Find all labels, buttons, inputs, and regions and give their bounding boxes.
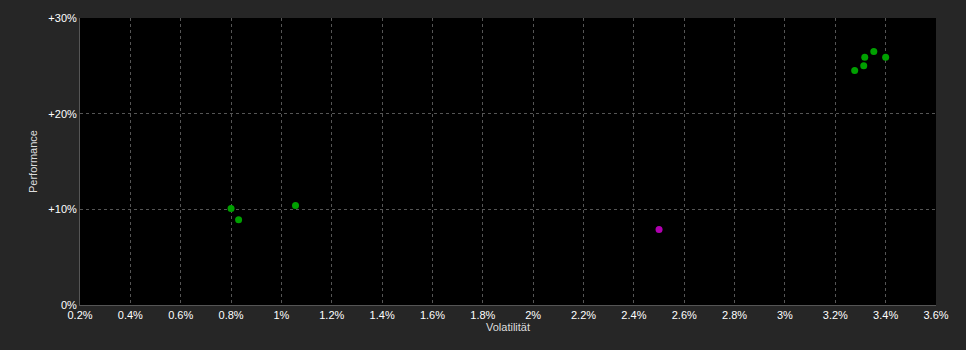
svg-text:+10%: +10% (48, 203, 77, 215)
svg-text:3.6%: 3.6% (923, 309, 948, 321)
svg-text:2.4%: 2.4% (621, 309, 646, 321)
svg-text:+30%: +30% (48, 12, 77, 24)
svg-text:0%: 0% (61, 299, 77, 311)
svg-text:3.2%: 3.2% (823, 309, 848, 321)
svg-text:3.4%: 3.4% (873, 309, 898, 321)
svg-text:0.2%: 0.2% (67, 309, 92, 321)
svg-text:0.4%: 0.4% (118, 309, 143, 321)
svg-text:2.8%: 2.8% (722, 309, 747, 321)
svg-text:1.4%: 1.4% (370, 309, 395, 321)
svg-text:1%: 1% (273, 309, 289, 321)
svg-text:2.2%: 2.2% (571, 309, 596, 321)
svg-text:2.6%: 2.6% (672, 309, 697, 321)
svg-text:Performance: Performance (27, 130, 39, 193)
svg-text:0.6%: 0.6% (168, 309, 193, 321)
svg-text:1.8%: 1.8% (470, 309, 495, 321)
svg-text:1.2%: 1.2% (319, 309, 344, 321)
svg-text:2%: 2% (525, 309, 541, 321)
svg-text:3%: 3% (777, 309, 793, 321)
svg-text:0.8%: 0.8% (219, 309, 244, 321)
svg-text:1.6%: 1.6% (420, 309, 445, 321)
svg-text:Volatilität: Volatilität (486, 321, 530, 333)
svg-text:+20%: +20% (48, 108, 77, 120)
